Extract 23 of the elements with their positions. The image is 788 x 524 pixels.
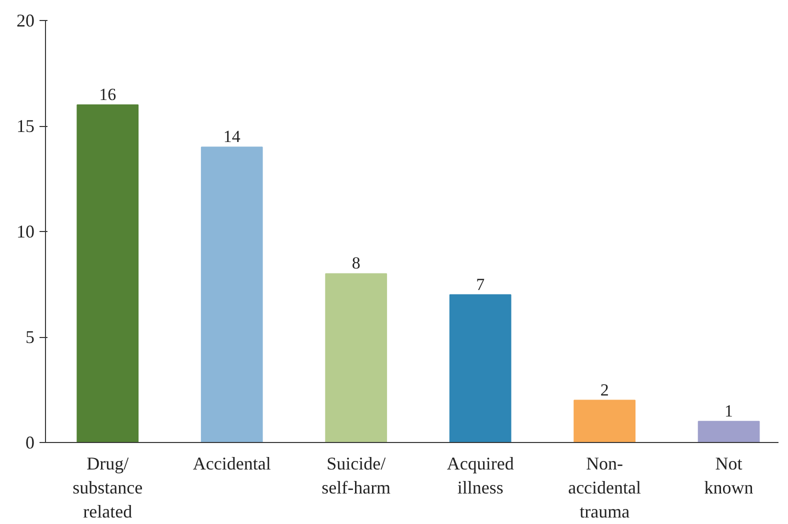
data-label: 16 bbox=[99, 84, 116, 104]
y-tick-label: 20 bbox=[16, 10, 34, 30]
x-tick-label: Non- accidental trauma bbox=[568, 454, 642, 522]
x-tick-label: Not known bbox=[704, 454, 754, 498]
data-label: 14 bbox=[223, 127, 241, 146]
data-label: 1 bbox=[724, 401, 734, 420]
bar bbox=[574, 400, 636, 442]
x-tick-label: Drug/ substance related bbox=[72, 454, 143, 522]
data-label: 8 bbox=[352, 254, 360, 273]
bar bbox=[76, 104, 139, 442]
x-tick-label: Acquired illness bbox=[446, 454, 514, 498]
y-tick-label: 0 bbox=[26, 432, 34, 452]
bar bbox=[325, 273, 388, 442]
x-tick-label: Suicide/ self-harm bbox=[322, 454, 391, 498]
x-tick-label: Accidental bbox=[192, 454, 271, 474]
bar bbox=[698, 420, 760, 442]
y-tick-label: 10 bbox=[16, 222, 34, 242]
bar bbox=[200, 146, 263, 442]
data-label: 2 bbox=[600, 380, 609, 400]
bar bbox=[449, 294, 512, 442]
y-tick-label: 15 bbox=[16, 116, 34, 136]
data-label: 7 bbox=[476, 274, 486, 294]
y-tick-label: 5 bbox=[26, 327, 34, 347]
